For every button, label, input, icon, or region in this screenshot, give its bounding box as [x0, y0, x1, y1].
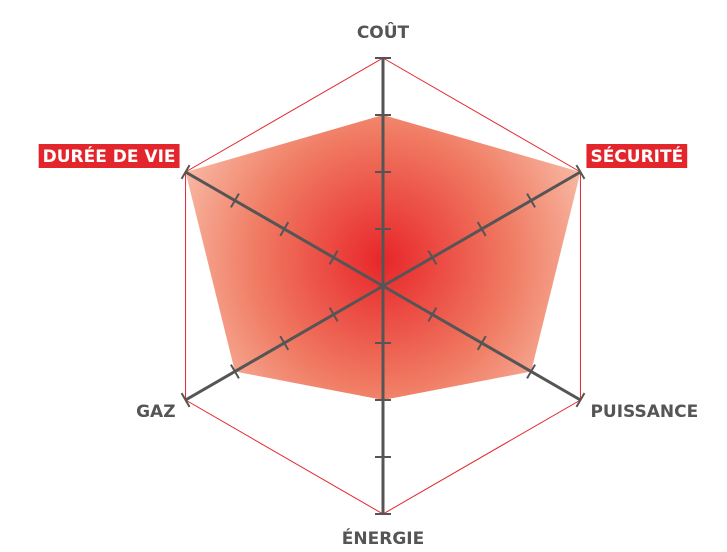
tick-mark: [476, 221, 487, 237]
axis-label: DURÉE DE VIE: [43, 145, 176, 167]
tick-mark: [575, 164, 586, 180]
tick-mark: [279, 221, 290, 237]
axis-label: COÛT: [357, 21, 410, 43]
tick-mark: [279, 335, 290, 351]
tick-mark: [526, 364, 536, 379]
tick-mark: [180, 164, 191, 180]
axis-label: PUISSANCE: [590, 402, 698, 422]
axis-label: GAZ: [136, 402, 175, 422]
tick-mark: [476, 335, 487, 351]
axis-label: SÉCURITÉ: [590, 145, 683, 167]
tick-mark: [427, 250, 438, 265]
label-highlight: [38, 144, 180, 168]
tick-mark: [427, 307, 438, 322]
tick-mark: [230, 364, 240, 379]
tick-mark: [230, 193, 240, 208]
axis-label: ÉNERGIE: [342, 527, 424, 549]
tick-mark: [328, 250, 339, 265]
label-highlight: [586, 144, 688, 168]
tick-mark: [575, 392, 586, 408]
tick-mark: [526, 193, 536, 208]
tick-mark: [180, 392, 191, 408]
tick-mark: [328, 307, 339, 322]
